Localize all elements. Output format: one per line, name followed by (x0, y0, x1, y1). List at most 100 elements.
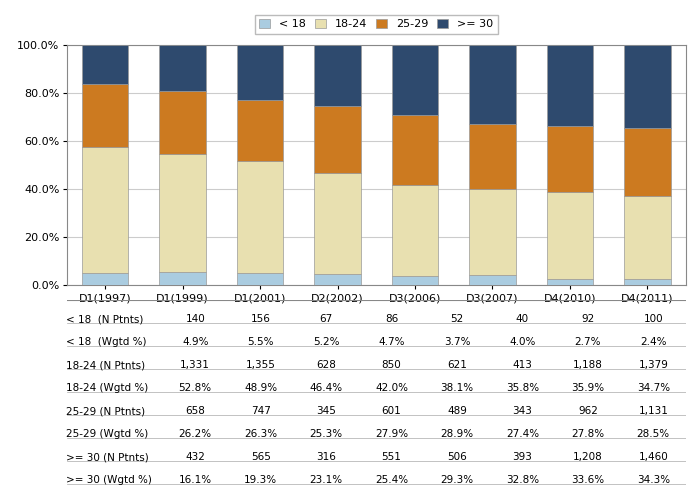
Bar (547, 278, 593, 285)
Bar (469, 190, 516, 276)
Text: 40: 40 (516, 314, 529, 324)
Text: 1,379: 1,379 (638, 360, 668, 370)
Text: 34.3%: 34.3% (637, 475, 670, 485)
Text: 345: 345 (316, 406, 336, 416)
Text: 140: 140 (186, 314, 205, 324)
Text: 393: 393 (512, 452, 533, 462)
Text: 18-24 (Wgtd %): 18-24 (Wgtd %) (66, 384, 148, 394)
Text: 28.5%: 28.5% (637, 429, 670, 439)
Bar (392, 276, 438, 285)
Bar (547, 126, 593, 192)
Bar (237, 161, 284, 272)
Text: 35.8%: 35.8% (506, 384, 539, 394)
Text: >= 30 (Wgtd %): >= 30 (Wgtd %) (66, 475, 153, 485)
Bar (624, 128, 671, 196)
Text: 316: 316 (316, 452, 336, 462)
Text: 343: 343 (512, 406, 533, 416)
Text: 33.6%: 33.6% (571, 475, 604, 485)
Text: 28.9%: 28.9% (440, 429, 473, 439)
Bar (624, 45, 671, 128)
Text: < 18  (N Ptnts): < 18 (N Ptnts) (66, 314, 144, 324)
Text: 42.0%: 42.0% (375, 384, 408, 394)
Text: 27.8%: 27.8% (571, 429, 604, 439)
Text: 46.4%: 46.4% (309, 384, 343, 394)
Text: 2.4%: 2.4% (640, 338, 666, 347)
Text: 52: 52 (450, 314, 463, 324)
Text: 601: 601 (382, 406, 401, 416)
Legend: < 18, 18-24, 25-29, >= 30: < 18, 18-24, 25-29, >= 30 (255, 14, 498, 34)
Text: 38.1%: 38.1% (440, 384, 473, 394)
Bar (82, 146, 129, 273)
Text: 413: 413 (512, 360, 533, 370)
Text: 92: 92 (581, 314, 594, 324)
Bar (314, 45, 360, 106)
Text: 432: 432 (186, 452, 205, 462)
Text: 565: 565 (251, 452, 271, 462)
Bar (392, 184, 438, 276)
Bar (469, 45, 516, 124)
Text: 52.8%: 52.8% (178, 384, 212, 394)
Bar (314, 173, 360, 274)
Text: 506: 506 (447, 452, 467, 462)
Text: 621: 621 (447, 360, 467, 370)
Text: 4.7%: 4.7% (378, 338, 405, 347)
Bar (82, 45, 129, 84)
Text: 27.9%: 27.9% (375, 429, 408, 439)
Bar (392, 116, 438, 184)
Text: 156: 156 (251, 314, 271, 324)
Text: < 18  (Wgtd %): < 18 (Wgtd %) (66, 338, 147, 347)
Bar (160, 154, 206, 272)
Text: 1,131: 1,131 (638, 406, 668, 416)
Text: 1,460: 1,460 (638, 452, 668, 462)
Text: 27.4%: 27.4% (506, 429, 539, 439)
Text: >= 30 (N Ptnts): >= 30 (N Ptnts) (66, 452, 149, 462)
Bar (237, 45, 284, 100)
Text: 747: 747 (251, 406, 271, 416)
Bar (392, 45, 438, 116)
Bar (547, 192, 593, 278)
Text: 48.9%: 48.9% (244, 384, 277, 394)
Bar (160, 92, 206, 154)
Text: 962: 962 (578, 406, 598, 416)
Text: 1,331: 1,331 (181, 360, 210, 370)
Text: 658: 658 (186, 406, 205, 416)
Text: 3.7%: 3.7% (444, 338, 470, 347)
Bar (237, 100, 284, 161)
Bar (314, 106, 360, 173)
Text: 4.9%: 4.9% (182, 338, 209, 347)
Text: 26.2%: 26.2% (178, 429, 212, 439)
Text: 29.3%: 29.3% (440, 475, 473, 485)
Bar (82, 273, 129, 285)
Text: 26.3%: 26.3% (244, 429, 277, 439)
Text: 32.8%: 32.8% (506, 475, 539, 485)
Text: 551: 551 (382, 452, 402, 462)
Text: 35.9%: 35.9% (571, 384, 604, 394)
Bar (82, 84, 129, 146)
Bar (314, 274, 360, 285)
Bar (160, 272, 206, 285)
Text: 1,355: 1,355 (246, 360, 276, 370)
Text: 19.3%: 19.3% (244, 475, 277, 485)
Text: 4.0%: 4.0% (509, 338, 536, 347)
Text: 23.1%: 23.1% (309, 475, 343, 485)
Text: 489: 489 (447, 406, 467, 416)
Text: 67: 67 (319, 314, 332, 324)
Text: 5.2%: 5.2% (313, 338, 340, 347)
Text: 100: 100 (643, 314, 663, 324)
Text: 628: 628 (316, 360, 336, 370)
Text: 850: 850 (382, 360, 401, 370)
Bar (237, 272, 284, 285)
Text: 1,208: 1,208 (573, 452, 603, 462)
Text: 5.5%: 5.5% (247, 338, 274, 347)
Text: 16.1%: 16.1% (178, 475, 212, 485)
Bar (547, 45, 593, 126)
Text: 86: 86 (385, 314, 398, 324)
Text: 18-24 (N Ptnts): 18-24 (N Ptnts) (66, 360, 146, 370)
Text: 1,188: 1,188 (573, 360, 603, 370)
Text: 2.7%: 2.7% (575, 338, 601, 347)
Bar (624, 279, 671, 285)
Text: 25.3%: 25.3% (309, 429, 343, 439)
Text: 25.4%: 25.4% (375, 475, 408, 485)
Bar (624, 196, 671, 279)
Bar (469, 124, 516, 190)
